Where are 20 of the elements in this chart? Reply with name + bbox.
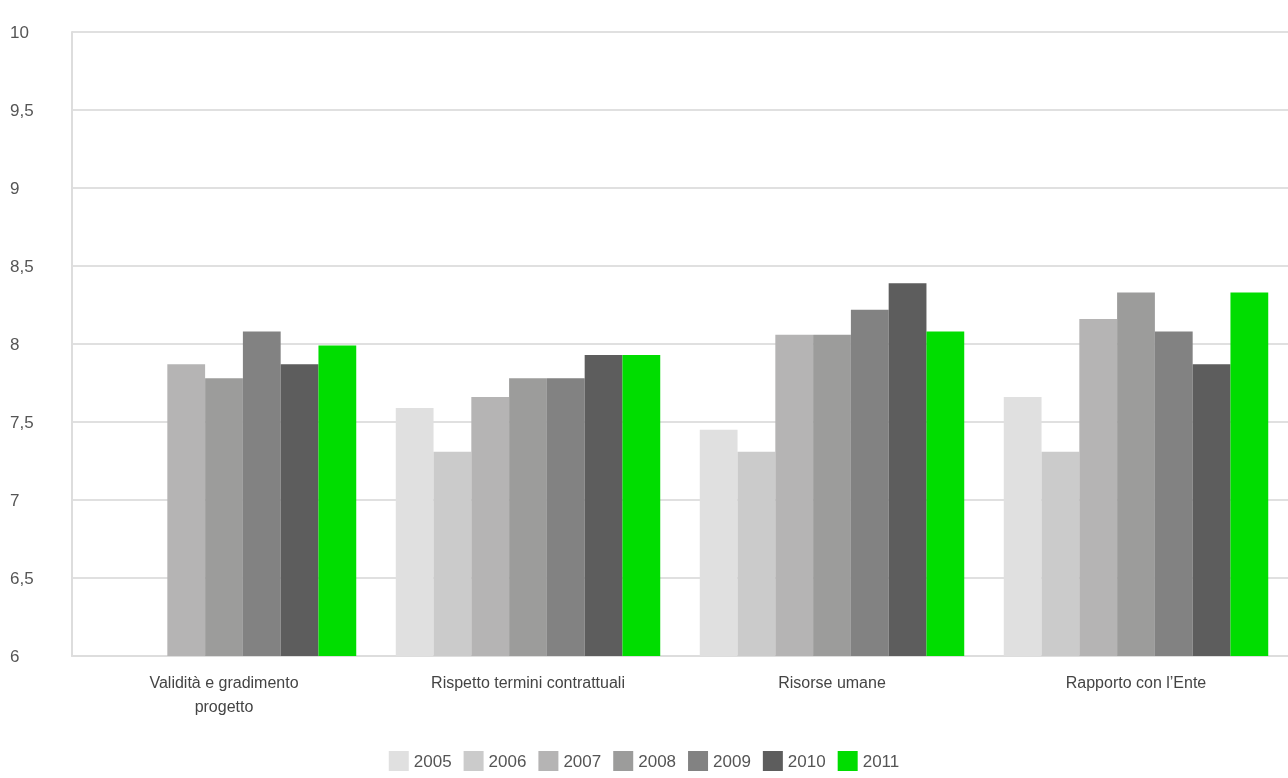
legend-label: 2011 <box>862 751 900 771</box>
y-tick-label: 8 <box>10 334 20 354</box>
y-tick-label: 9,5 <box>10 100 34 120</box>
y-tick-label: 7,5 <box>10 412 34 432</box>
x-tick-label: Risorse umane <box>778 673 886 691</box>
legend-label: 2009 <box>713 751 751 771</box>
legend-label: 2007 <box>563 751 602 771</box>
y-tick-label: 8,5 <box>10 256 34 276</box>
y-tick-label: 6 <box>10 646 20 666</box>
y-tick-label: 6,5 <box>10 568 34 588</box>
x-tick-label: Rapporto con l’Ente <box>1065 673 1207 691</box>
y-tick-label: 7 <box>10 490 20 510</box>
x-tick-label: Validità e gradimento progetto <box>149 673 299 715</box>
y-tick-label: 9 <box>10 178 20 198</box>
legend-label: 2010 <box>787 751 826 771</box>
legend-label: 2006 <box>488 751 527 771</box>
x-tick-label: Rispetto termini contrattuali <box>431 673 625 691</box>
legend-label: 2005 <box>413 751 452 771</box>
legend-label: 2008 <box>638 751 677 771</box>
y-tick-label: 10 <box>10 22 29 42</box>
